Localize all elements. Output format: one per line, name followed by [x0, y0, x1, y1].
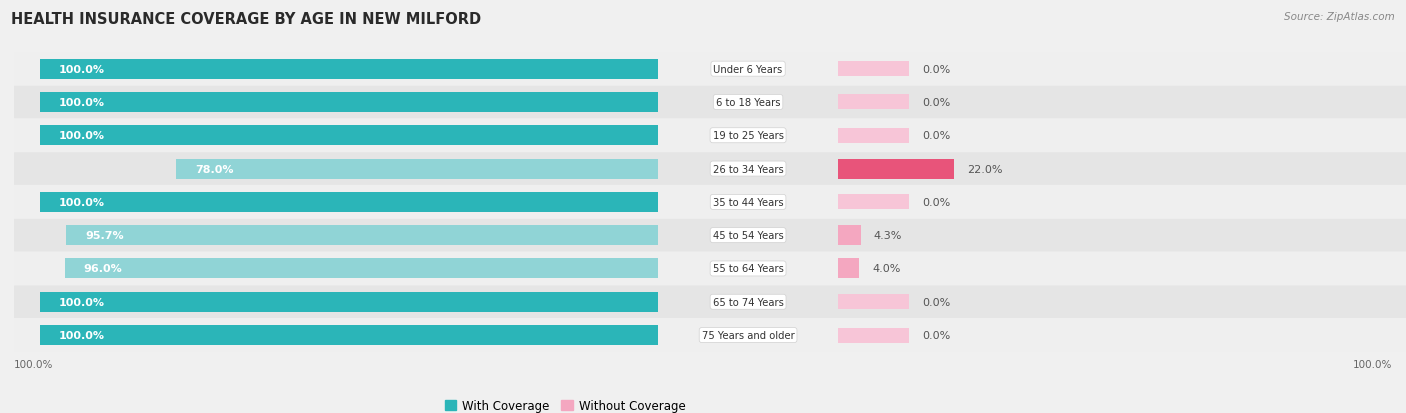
Text: 100.0%: 100.0% [59, 98, 105, 108]
Bar [66, 225, 658, 246]
Text: 22.0%: 22.0% [967, 164, 1002, 174]
Text: 100.0%: 100.0% [59, 64, 105, 74]
FancyBboxPatch shape [14, 86, 1406, 119]
Text: 0.0%: 0.0% [922, 64, 950, 74]
Bar [838, 95, 910, 110]
Text: 0.0%: 0.0% [922, 197, 950, 207]
Text: 0.0%: 0.0% [922, 297, 950, 307]
Legend: With Coverage, Without Coverage: With Coverage, Without Coverage [440, 394, 690, 413]
Text: 0.0%: 0.0% [922, 98, 950, 108]
Text: 26 to 34 Years: 26 to 34 Years [713, 164, 783, 174]
Bar [838, 259, 859, 279]
Bar [39, 192, 658, 212]
Text: 4.3%: 4.3% [873, 230, 903, 241]
Bar [176, 159, 658, 179]
Bar [838, 159, 953, 179]
Bar [39, 325, 658, 345]
FancyBboxPatch shape [14, 120, 1406, 152]
Text: 6 to 18 Years: 6 to 18 Years [716, 98, 780, 108]
Bar [39, 126, 658, 146]
Text: 100.0%: 100.0% [59, 330, 105, 340]
FancyBboxPatch shape [14, 286, 1406, 318]
Text: 95.7%: 95.7% [86, 230, 124, 241]
Text: 4.0%: 4.0% [872, 264, 900, 274]
Text: 100.0%: 100.0% [1353, 359, 1392, 369]
FancyBboxPatch shape [14, 153, 1406, 185]
Bar [39, 59, 658, 79]
Text: 65 to 74 Years: 65 to 74 Years [713, 297, 783, 307]
Text: 100.0%: 100.0% [59, 297, 105, 307]
Text: 19 to 25 Years: 19 to 25 Years [713, 131, 783, 141]
FancyBboxPatch shape [14, 319, 1406, 351]
Text: 78.0%: 78.0% [195, 164, 233, 174]
Bar [838, 195, 910, 210]
Text: 100.0%: 100.0% [14, 359, 53, 369]
Bar [39, 292, 658, 312]
Bar [838, 128, 910, 143]
Text: 100.0%: 100.0% [59, 197, 105, 207]
Text: 0.0%: 0.0% [922, 131, 950, 141]
Text: HEALTH INSURANCE COVERAGE BY AGE IN NEW MILFORD: HEALTH INSURANCE COVERAGE BY AGE IN NEW … [11, 12, 481, 27]
Text: 0.0%: 0.0% [922, 330, 950, 340]
Bar [838, 294, 910, 309]
Text: Under 6 Years: Under 6 Years [713, 64, 783, 74]
FancyBboxPatch shape [14, 219, 1406, 252]
Bar [39, 93, 658, 113]
FancyBboxPatch shape [14, 53, 1406, 86]
Text: 35 to 44 Years: 35 to 44 Years [713, 197, 783, 207]
Bar [65, 259, 658, 279]
Bar [838, 328, 910, 343]
FancyBboxPatch shape [14, 186, 1406, 218]
Text: 45 to 54 Years: 45 to 54 Years [713, 230, 783, 241]
Text: Source: ZipAtlas.com: Source: ZipAtlas.com [1284, 12, 1395, 22]
Text: 100.0%: 100.0% [59, 131, 105, 141]
Text: 55 to 64 Years: 55 to 64 Years [713, 264, 783, 274]
Bar [838, 62, 910, 77]
Bar [838, 225, 860, 246]
Text: 96.0%: 96.0% [84, 264, 122, 274]
Text: 75 Years and older: 75 Years and older [702, 330, 794, 340]
FancyBboxPatch shape [14, 252, 1406, 285]
